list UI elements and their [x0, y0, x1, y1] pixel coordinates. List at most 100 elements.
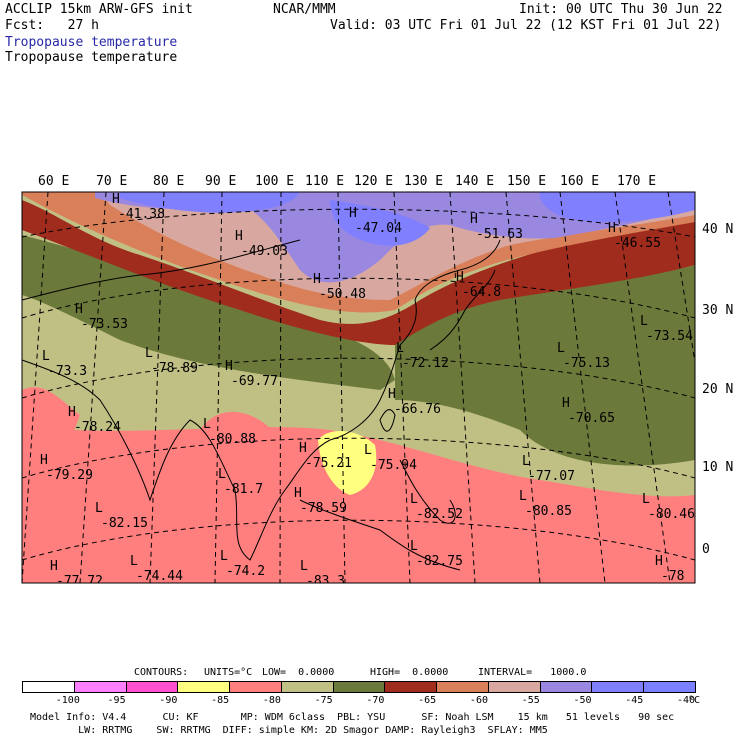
extremum-value: -80.88 [209, 432, 256, 447]
extremum-marker: L [130, 554, 138, 569]
extremum-value: -69.77 [231, 374, 278, 389]
contours-low: LOW= 0.0000 [262, 667, 335, 678]
extrema-labels: H-41.38H-49.03H-47.04H-51.63 H-46.55H-50.… [40, 192, 695, 589]
extremum-marker: L [220, 549, 228, 564]
colorbar-swatch [539, 681, 593, 693]
colorbar-swatch [591, 681, 645, 693]
contours-units: UNITS=°C [204, 667, 253, 678]
latitude-label: 40 N [702, 222, 733, 237]
init-time: Init: 00 UTC Thu 30 Jun 22 [519, 2, 723, 17]
extremum-marker: H [75, 302, 83, 317]
extremum-marker: L [640, 314, 648, 329]
colorbar-swatch [177, 681, 231, 693]
extremum-marker: H [388, 387, 396, 402]
extremum-value: -66.76 [394, 402, 441, 417]
extremum-value: -82.15 [101, 516, 148, 531]
extremum-marker: H [470, 212, 478, 227]
colorbar-tick-label: -40 [677, 695, 696, 706]
colorbar-swatch [487, 681, 541, 693]
extremum-marker: H [68, 405, 76, 420]
model-info-line1: Model Info: V4.4 CU: KF MP: WDM 6class P… [30, 712, 675, 723]
extremum-marker: L [203, 417, 211, 432]
colorbar-tick-label: -60 [469, 695, 488, 706]
colorbar-tick-label: -85 [211, 695, 230, 706]
region-minus75-minus70 [395, 265, 695, 466]
extremum-value: -78 [661, 569, 684, 584]
shaded-field-label: Tropopause temperature [5, 35, 178, 50]
colorbar-swatch [436, 681, 489, 693]
latitude-label: 20 N [702, 382, 733, 397]
extremum-value: -74.2 [226, 564, 265, 579]
extremum-marker: H [456, 270, 464, 285]
longitude-label: 120 E [354, 174, 393, 189]
extremum-marker: H [562, 396, 570, 411]
contours-high: HIGH= 0.0000 [370, 667, 449, 678]
extremum-value: -75.21 [305, 456, 352, 471]
longitude-label: 70 E [96, 174, 127, 189]
extremum-value: -79.29 [46, 468, 93, 483]
longitude-label: 160 E [560, 174, 599, 189]
extremum-marker: L [95, 501, 103, 516]
extremum-marker: L [522, 454, 530, 469]
colorbar-swatch [280, 681, 334, 693]
extremum-marker: H [225, 359, 233, 374]
colorbar-tick-label: -70 [366, 695, 385, 706]
extremum-value: -72.12 [402, 356, 449, 371]
extremum-value: -77.07 [528, 469, 575, 484]
colorbar-tick-label: -55 [521, 695, 540, 706]
extremum-value: -75.94 [370, 458, 417, 473]
colorbar-swatch [643, 681, 696, 693]
extremum-value: -78.24 [74, 420, 121, 435]
extremum-value: -80.46 [648, 507, 695, 522]
extremum-marker: L [410, 539, 418, 554]
extremum-marker: L [218, 467, 226, 482]
extremum-value: -78.89 [151, 361, 198, 376]
extremum-marker: L [557, 341, 565, 356]
colorbar-swatch [229, 681, 282, 693]
extremum-value: -70.65 [568, 411, 615, 426]
colorbar-tick-label: -65 [418, 695, 437, 706]
extremum-marker: H [299, 441, 307, 456]
extremum-marker: H [313, 272, 321, 287]
extremum-marker: L [145, 346, 153, 361]
temperature-field [22, 192, 695, 583]
coastlines [22, 239, 501, 571]
contours-label: CONTOURS: [134, 667, 189, 678]
extremum-marker: H [235, 229, 243, 244]
extremum-value: -47.04 [355, 221, 402, 236]
longitude-label: 100 E [255, 174, 294, 189]
region-below-minus85 [318, 430, 377, 495]
colorbar-swatch [73, 681, 127, 693]
colorbar-swatch [22, 681, 75, 693]
model-info-line2: LW: RRTMG SW: RRTMG DIFF: simple KM: 2D … [30, 725, 548, 736]
colorbar-tick-label: -100 [55, 695, 80, 706]
valid-time: Valid: 03 UTC Fri 01 Jul 22 (12 KST Fri … [330, 18, 722, 33]
extremum-marker: H [608, 221, 616, 236]
model-title: ACCLIP 15km ARW-GFS init [5, 2, 193, 17]
extremum-value: -50.48 [319, 287, 366, 302]
extremum-value: -73.54 [646, 329, 693, 344]
contour-field-label: Tropopause temperature [5, 50, 178, 65]
contours-interval: INTERVAL= 1000.0 [478, 667, 587, 678]
longitude-label: 80 E [153, 174, 184, 189]
longitude-label: 110 E [305, 174, 344, 189]
colorbar-tick-label: -95 [107, 695, 126, 706]
colorbar-tick-label: -80 [262, 695, 281, 706]
longitude-label: 170 E [617, 174, 656, 189]
extremum-value: -77.72 [56, 574, 103, 589]
colorbar-unit: °C [688, 695, 701, 706]
region-minus50-minus45 [120, 192, 300, 213]
colorbar-swatch [384, 681, 438, 693]
region-minus70-minus65 [22, 200, 695, 345]
extremum-marker: L [396, 341, 404, 356]
map-frame [21, 191, 696, 584]
latitude-label: 0 [702, 542, 710, 557]
colorbar-tick-label: -45 [625, 695, 644, 706]
extremum-value: -46.55 [614, 236, 661, 251]
extremum-marker: L [519, 489, 527, 504]
extremum-value: -73.3 [48, 364, 87, 379]
extremum-value: -82.75 [416, 554, 463, 569]
organization: NCAR/MMM [273, 2, 336, 17]
extremum-value: -83.3 [306, 574, 345, 589]
